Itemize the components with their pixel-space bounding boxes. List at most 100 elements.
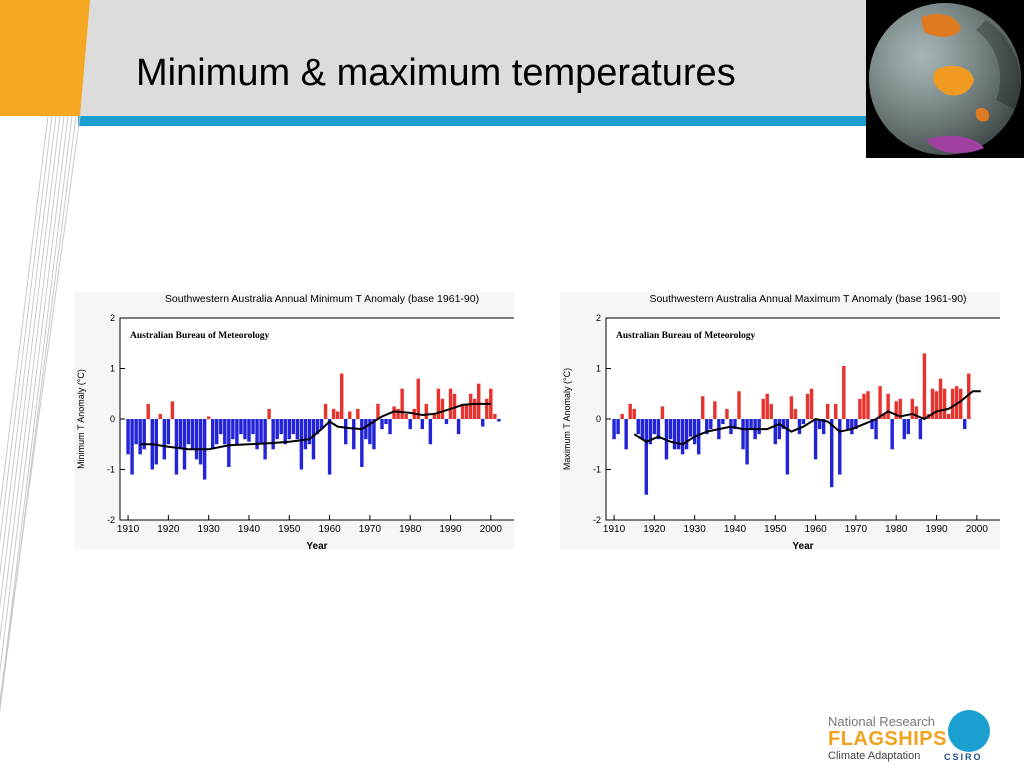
- anomaly-bar: [440, 398, 445, 419]
- anomaly-bar: [656, 419, 661, 440]
- anomaly-bar: [186, 419, 191, 445]
- anomaly-bar: [910, 398, 915, 419]
- anomaly-bar: [348, 411, 352, 419]
- anomaly-bar: [215, 419, 219, 445]
- flagships-logo: National Research FLAGSHIPS Climate Adap…: [826, 708, 1006, 764]
- x-tick-label: 1960: [318, 524, 341, 535]
- anomaly-bar: [890, 419, 894, 450]
- anomaly-bar: [801, 419, 806, 425]
- anomaly-bar: [392, 406, 396, 420]
- chart-source-label: Australian Bureau of Meteorology: [130, 331, 269, 341]
- anomaly-bar: [765, 393, 769, 419]
- y-tick-label: 2: [110, 313, 115, 323]
- x-tick-label: 1960: [804, 524, 827, 535]
- anomaly-bar: [460, 403, 465, 419]
- anomaly-bar: [352, 419, 356, 450]
- anomaly-bar: [223, 419, 227, 445]
- min-temp-chart-svg: Southwestern Australia Annual Minimum T …: [76, 293, 514, 550]
- anomaly-bar: [380, 419, 384, 430]
- anomaly-bar: [692, 419, 697, 445]
- anomaly-bar: [660, 406, 665, 420]
- anomaly-bar: [805, 393, 810, 419]
- y-tick-label: 2: [596, 313, 601, 323]
- anomaly-bar: [680, 419, 685, 455]
- anomaly-bar: [299, 419, 304, 470]
- anomaly-bar: [303, 419, 308, 450]
- anomaly-bar: [190, 419, 195, 450]
- anomaly-bar: [210, 419, 215, 450]
- anomaly-bar: [130, 419, 134, 475]
- anomaly-bar: [335, 411, 340, 419]
- x-tick-label: 1910: [117, 524, 140, 535]
- trend-line: [140, 402, 491, 451]
- anomaly-bar: [279, 419, 283, 435]
- anomaly-bar: [263, 419, 267, 460]
- anomaly-bar: [364, 419, 368, 440]
- logo-line-climate-adaptation: Climate Adaptation: [828, 750, 921, 762]
- x-axis-label: Year: [792, 541, 813, 550]
- anomaly-bar: [206, 416, 211, 419]
- anomaly-bar: [408, 419, 412, 430]
- x-tick-label: 1930: [684, 524, 707, 535]
- anomaly-bar: [902, 419, 906, 440]
- orange-accent-block: [0, 0, 90, 116]
- anomaly-bar: [267, 408, 271, 419]
- anomaly-bar: [942, 388, 947, 419]
- anomaly-bar: [858, 398, 862, 419]
- anomaly-bar: [757, 419, 761, 435]
- anomaly-bar: [368, 419, 372, 445]
- anomaly-bar: [922, 353, 927, 419]
- anomaly-bar: [874, 419, 878, 440]
- y-tick-label: 0: [596, 414, 601, 424]
- anomaly-bar: [870, 419, 874, 430]
- x-tick-label: 1990: [439, 524, 462, 535]
- anomaly-bar: [688, 419, 693, 437]
- y-axis-label: Minimum T Anomaly (°C): [76, 369, 86, 469]
- anomaly-bar: [894, 401, 898, 419]
- anomaly-bar: [733, 419, 737, 430]
- anomaly-bar: [950, 388, 955, 419]
- anomaly-bar: [967, 373, 971, 419]
- anomaly-bar: [416, 378, 420, 419]
- anomaly-bar: [850, 419, 854, 435]
- anomaly-bar: [472, 398, 477, 419]
- anomaly-bar: [384, 419, 388, 425]
- anomaly-bar: [846, 419, 850, 430]
- anomaly-bar: [444, 419, 449, 425]
- anomaly-bar: [178, 419, 183, 450]
- anomaly-bar: [918, 419, 923, 440]
- logo-line-national-research: National Research: [828, 714, 935, 729]
- anomaly-bar: [452, 393, 457, 419]
- anomaly-bar: [287, 419, 291, 440]
- decorative-stripes: [0, 115, 81, 713]
- header-blue-rule: [78, 116, 866, 126]
- anomaly-bar: [648, 419, 653, 445]
- anomaly-bar: [963, 419, 967, 430]
- anomaly-bar: [636, 419, 640, 435]
- x-tick-label: 1910: [603, 524, 626, 535]
- anomaly-bar: [239, 419, 243, 435]
- anomaly-bar: [672, 419, 677, 450]
- x-tick-label: 1920: [643, 524, 666, 535]
- anomaly-bar: [174, 419, 179, 475]
- anomaly-bar: [769, 403, 773, 419]
- x-tick-label: 1950: [278, 524, 301, 535]
- anomaly-bar: [275, 419, 279, 440]
- anomaly-bar: [866, 391, 870, 419]
- anomaly-bar: [307, 419, 312, 445]
- anomaly-bar: [721, 419, 725, 425]
- anomaly-bar: [170, 401, 175, 419]
- anomaly-bar: [878, 386, 882, 419]
- y-tick-label: -1: [593, 465, 601, 475]
- x-tick-label: 1930: [198, 524, 221, 535]
- anomaly-bar: [424, 403, 429, 419]
- anomaly-bar: [809, 388, 814, 419]
- anomaly-bar: [906, 419, 911, 435]
- anomaly-bar: [624, 419, 628, 450]
- anomaly-bar: [898, 398, 902, 419]
- anomaly-bar: [886, 393, 890, 419]
- anomaly-bar: [652, 419, 657, 435]
- anomaly-bar: [477, 383, 481, 419]
- anomaly-bar: [283, 419, 287, 445]
- x-tick-label: 2000: [480, 524, 503, 535]
